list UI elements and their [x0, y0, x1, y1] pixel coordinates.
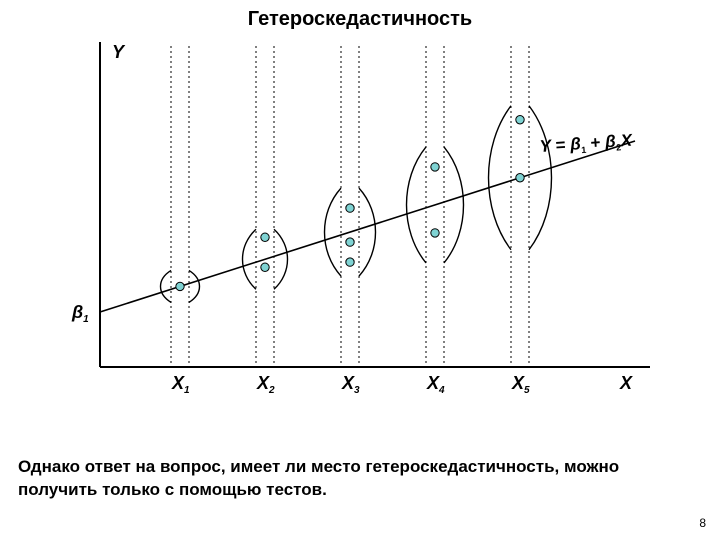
data-point — [431, 163, 439, 171]
x-tick-label: X5 — [511, 373, 530, 396]
x-tick-label: X1 — [171, 373, 190, 396]
data-point — [431, 229, 439, 237]
data-point — [516, 116, 524, 124]
density-curve — [529, 106, 552, 250]
density-curve — [407, 147, 427, 263]
density-curve — [444, 147, 464, 263]
equation-label: Y = β1 + β2X — [539, 130, 634, 158]
x-tick-label: X3 — [341, 373, 360, 396]
data-point — [346, 258, 354, 266]
chart-container: Yβ1 X1 X2 X3 X4 X5 X Y = β1 + β2X — [60, 42, 660, 422]
page-title: Гетероскедастичность — [0, 8, 720, 31]
density-curve — [161, 270, 172, 302]
x-axis-label: X — [619, 373, 633, 393]
data-point — [346, 204, 354, 212]
x-tick-label: X4 — [426, 373, 445, 396]
density-curve — [189, 270, 200, 302]
density-curve — [243, 229, 257, 289]
page-number: 8 — [699, 516, 706, 530]
data-point — [261, 233, 269, 241]
data-point — [261, 263, 269, 271]
density-curve — [325, 188, 342, 276]
x-tick-label: X2 — [256, 373, 275, 396]
data-point — [176, 282, 184, 290]
density-curve — [274, 229, 288, 289]
density-curve — [359, 188, 376, 276]
caption-text: Однако ответ на вопрос, имеет ли место г… — [18, 456, 702, 502]
heteroskedasticity-chart: Yβ1 X1 X2 X3 X4 X5 X Y = β1 + β2X — [60, 42, 660, 422]
data-point — [516, 174, 524, 182]
y-axis-label: Y — [112, 42, 126, 62]
intercept-label: β1 — [71, 302, 89, 325]
density-curve — [489, 106, 512, 250]
data-point — [346, 238, 354, 246]
